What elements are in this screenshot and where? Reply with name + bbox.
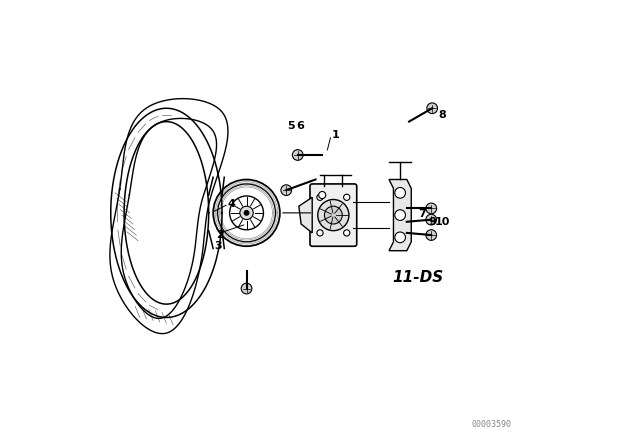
- Circle shape: [344, 194, 350, 200]
- Polygon shape: [299, 197, 312, 233]
- Circle shape: [241, 283, 252, 294]
- Text: 10: 10: [435, 217, 450, 227]
- Circle shape: [317, 230, 323, 236]
- Text: 6: 6: [296, 121, 304, 131]
- Text: 2: 2: [216, 230, 224, 240]
- Text: 8: 8: [438, 110, 446, 120]
- Circle shape: [244, 211, 249, 215]
- Circle shape: [281, 185, 292, 195]
- Text: 00003590: 00003590: [472, 420, 511, 429]
- Circle shape: [318, 199, 349, 231]
- Circle shape: [395, 232, 406, 243]
- Circle shape: [317, 194, 323, 200]
- Text: 1: 1: [332, 130, 339, 140]
- Circle shape: [426, 230, 436, 241]
- Circle shape: [426, 203, 436, 214]
- Circle shape: [240, 206, 253, 220]
- Circle shape: [324, 206, 342, 224]
- Text: 4: 4: [228, 199, 236, 209]
- Text: 3: 3: [214, 241, 222, 251]
- Polygon shape: [389, 180, 412, 251]
- Circle shape: [319, 191, 326, 198]
- Text: 11-DS: 11-DS: [392, 270, 444, 285]
- Circle shape: [344, 230, 350, 236]
- Circle shape: [292, 150, 303, 160]
- Circle shape: [395, 210, 406, 220]
- Circle shape: [426, 214, 436, 225]
- FancyBboxPatch shape: [310, 184, 356, 246]
- Circle shape: [427, 103, 438, 114]
- Circle shape: [395, 188, 406, 198]
- Text: 5: 5: [287, 121, 295, 131]
- Text: 7: 7: [419, 209, 426, 219]
- Text: 9: 9: [428, 217, 436, 227]
